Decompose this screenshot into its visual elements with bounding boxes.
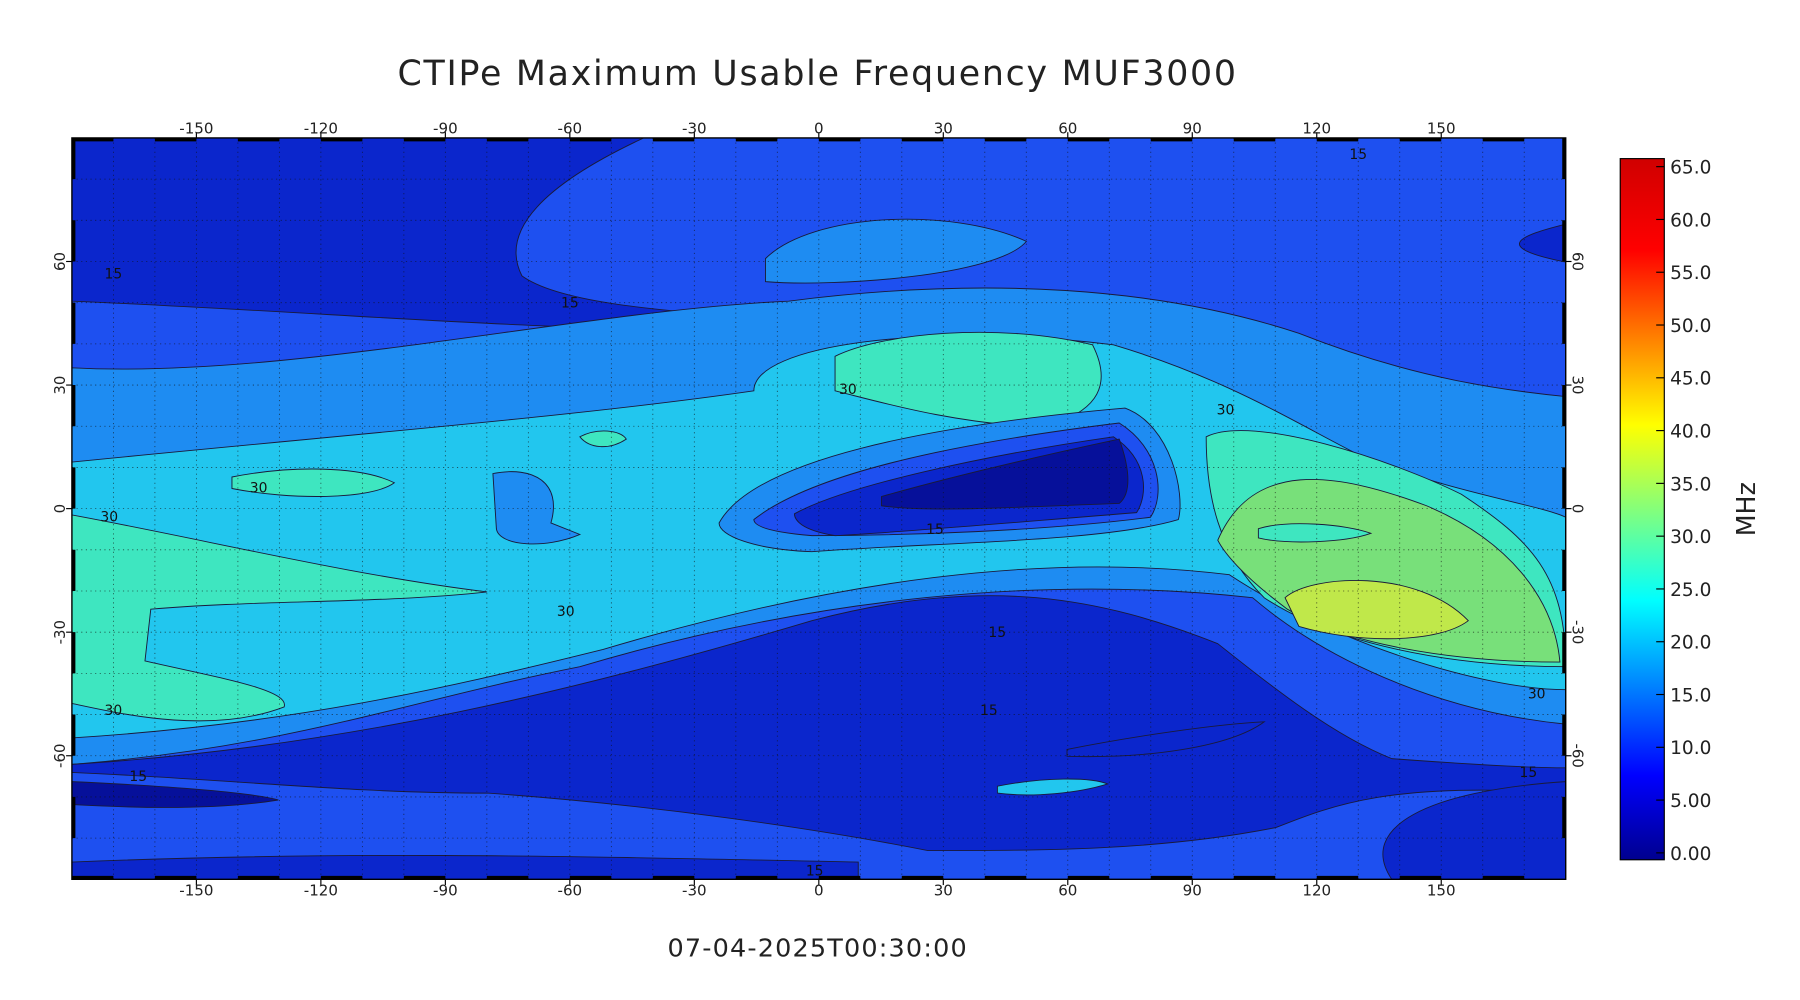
x-tick-label: 30 — [934, 881, 953, 899]
colorbar-tick-label: 20.0 — [1670, 633, 1711, 654]
colorbar-tick-label: 25.0 — [1670, 580, 1711, 601]
contour-label: 30 — [839, 382, 857, 398]
y-tick-label: -30 — [1569, 620, 1587, 644]
y-tick-label: 0 — [1569, 504, 1587, 514]
x-tick-label: 90 — [1183, 881, 1202, 899]
x-tick-label: -30 — [682, 881, 707, 899]
x-tick-label: 0 — [814, 119, 824, 137]
timestamp: 07-04-2025T00:30:00 — [667, 932, 967, 962]
contour-label: 30 — [105, 703, 123, 719]
contour-label: 30 — [557, 604, 575, 620]
x-tick-label: 120 — [1302, 881, 1331, 899]
y-tick-label: -60 — [1569, 744, 1587, 768]
contour-label: 30 — [1528, 687, 1546, 703]
contour-label: 30 — [1217, 402, 1235, 418]
x-tick-label: 150 — [1427, 881, 1456, 899]
x-tick-label: 0 — [814, 881, 824, 899]
y-tick-label: -30 — [51, 620, 69, 644]
x-tick-label: -150 — [179, 119, 213, 137]
colorbar-tick-label: 60.0 — [1670, 210, 1711, 231]
x-tick-label: -60 — [558, 119, 583, 137]
x-tick-label: -90 — [433, 119, 458, 137]
contour-label: 30 — [100, 510, 118, 526]
x-tick-label: 90 — [1183, 119, 1202, 137]
colorbar-tick-label: 10.0 — [1670, 738, 1711, 759]
x-tick-label: -120 — [304, 119, 338, 137]
y-tick-label: 30 — [1569, 376, 1587, 395]
colorbar-tick-label: 0.00 — [1670, 844, 1711, 865]
contour-label: 15 — [1349, 147, 1367, 163]
colorbar-label: MHz — [1731, 482, 1761, 536]
axes: -150 -150 -120 -120 -90 -90 -60 -60 -30 -30 0 0 30 30… — [51, 119, 1587, 899]
colorbar-tick-label: 50.0 — [1670, 316, 1711, 337]
contour-label: 15 — [561, 295, 579, 311]
y-tick-label: 0 — [51, 504, 69, 514]
contour-label: 15 — [926, 522, 944, 538]
colorbar-tick-label: 5.00 — [1670, 791, 1711, 812]
y-tick-label: 60 — [51, 252, 69, 271]
contour-label: 30 — [250, 481, 268, 497]
contour-label: 15 — [980, 703, 998, 719]
y-tick-label: 30 — [51, 376, 69, 395]
x-tick-label: -150 — [179, 881, 213, 899]
x-tick-label: -120 — [304, 881, 338, 899]
colorbar — [1619, 158, 1665, 861]
x-tick-label: 150 — [1427, 119, 1456, 137]
contour-label: 15 — [1520, 765, 1538, 781]
contour-label: 15 — [988, 625, 1006, 641]
x-tick-label: -60 — [558, 881, 583, 899]
title: CTIPe Maximum Usable Frequency MUF3000 — [397, 54, 1237, 94]
colorbar-tick-label: 45.0 — [1670, 369, 1711, 390]
graticule — [71, 137, 1566, 880]
colorbar-tick-label: 40.0 — [1670, 422, 1711, 443]
contour-label: 15 — [806, 864, 824, 880]
contour-label: 15 — [105, 267, 123, 283]
colorbar-tick-label: 65.0 — [1670, 158, 1711, 179]
y-tick-label: 60 — [1569, 252, 1587, 271]
x-tick-label: 60 — [1058, 119, 1077, 137]
colorbar-tick-label: 55.0 — [1670, 263, 1711, 284]
colorbar-tick-label: 30.0 — [1670, 527, 1711, 548]
contour-label: 15 — [129, 769, 147, 785]
colorbar-tick-label: 35.0 — [1670, 474, 1711, 495]
colorbar-tick-label: 15.0 — [1670, 685, 1711, 706]
y-tick-label: -60 — [51, 744, 69, 768]
x-tick-label: 120 — [1302, 119, 1331, 137]
x-tick-label: -30 — [682, 119, 707, 137]
x-tick-label: 60 — [1058, 881, 1077, 899]
x-tick-label: -90 — [433, 881, 458, 899]
x-tick-label: 30 — [934, 119, 953, 137]
